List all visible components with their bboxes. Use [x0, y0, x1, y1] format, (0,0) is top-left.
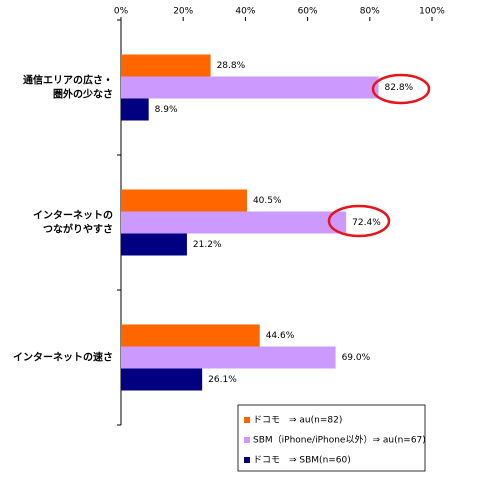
legend-label: SBM（iPhone/iPhone以外）⇒ au(n=67): [253, 434, 426, 446]
value-label: 40.5%: [253, 196, 282, 206]
highlight-ellipse: [327, 204, 391, 238]
value-label: 8.9%: [155, 105, 178, 115]
x-tick-label: 80%: [360, 7, 380, 17]
bar: [121, 98, 149, 121]
bar: [121, 189, 247, 212]
bar: [121, 233, 187, 256]
plot: 0% 20% 40% 60% 80% 100% 通信エリアの広さ・圏外の少なさ 28.8% 82…: [13, 7, 445, 466]
bar: [121, 368, 203, 391]
bar: [121, 324, 260, 347]
bar: [121, 346, 336, 369]
value-label: 21.2%: [193, 240, 222, 250]
x-tick-label: 40%: [235, 7, 255, 17]
legend-box: [237, 404, 426, 472]
legend-swatch: [244, 437, 250, 443]
x-tick-label: 100%: [419, 7, 445, 17]
legend-label: ドコモ ⇒ SBM(n=60): [253, 456, 351, 466]
category-label: 通信エリアの広さ・圏外の少なさ: [23, 74, 113, 101]
bar: [121, 211, 347, 234]
highlight-ellipse: [371, 73, 431, 105]
legend-swatch: [244, 417, 250, 423]
x-tick-label: 0%: [114, 7, 129, 17]
category-label: インターネットのつながりやすさ: [33, 210, 113, 236]
category-label: インターネットの速さ: [13, 351, 113, 364]
value-label: 82.8%: [385, 83, 414, 93]
value-label: 44.6%: [266, 331, 295, 341]
x-tick-label: 20%: [173, 7, 193, 17]
legend-swatch: [244, 457, 250, 463]
value-label: 69.0%: [342, 353, 371, 363]
bar: [121, 54, 211, 77]
value-label: 28.8%: [217, 61, 246, 71]
value-label: 26.1%: [208, 375, 237, 385]
value-label: 72.4%: [352, 218, 381, 228]
x-tick-label: 60%: [298, 7, 318, 17]
bar: [121, 76, 379, 99]
legend-label: ドコモ ⇒ au(n=82): [253, 416, 342, 426]
